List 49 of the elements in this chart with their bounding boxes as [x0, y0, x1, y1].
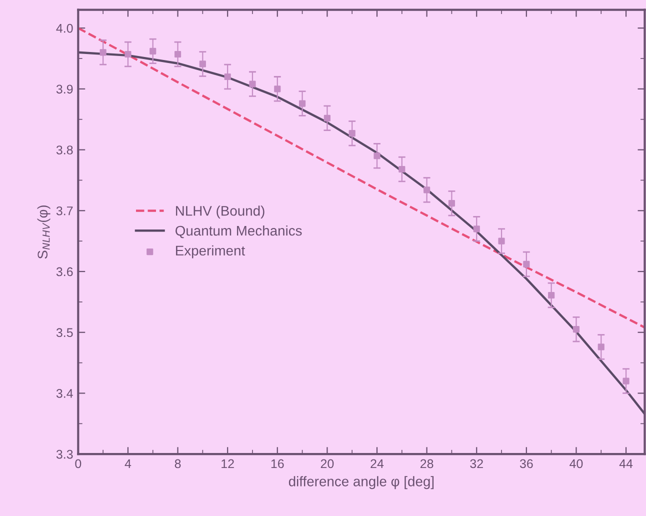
- point: [249, 80, 256, 88]
- x-tick-label: 20: [320, 459, 334, 468]
- line-series: [78, 26, 645, 329]
- point: [498, 238, 505, 244]
- y-tick-label: 3.9: [56, 84, 73, 94]
- legend-label: Quantum Mechanics: [176, 225, 302, 238]
- point: [299, 100, 306, 107]
- point: [124, 50, 132, 58]
- point: [473, 226, 480, 232]
- x-axis-title: difference angle φ [deg]: [288, 476, 434, 490]
- x-tick-label: 12: [222, 459, 234, 468]
- point: [424, 186, 430, 194]
- x-tick-label: 28: [420, 459, 434, 468]
- point: [572, 326, 580, 333]
- point: [348, 130, 356, 137]
- y-tick-label: 3.7: [56, 206, 73, 216]
- x-tick-label: 16: [271, 459, 284, 468]
- x-tick-label: 8: [174, 459, 181, 468]
- x-tick-label: 32: [470, 459, 483, 468]
- y-tick-label: 3.8: [56, 146, 73, 154]
- point: [523, 260, 530, 268]
- legend-label: NLHV (Bound): [176, 206, 264, 219]
- point: [224, 73, 231, 80]
- y-tick-label: 3.6: [56, 267, 73, 276]
- x-tick-label: 0: [75, 459, 82, 468]
- point: [448, 200, 456, 207]
- line-series: [78, 51, 645, 416]
- x-tick-label: 36: [520, 459, 533, 468]
- point: [199, 60, 206, 68]
- point: [100, 49, 106, 56]
- y-tick-label: 4.0: [56, 24, 73, 33]
- point: [622, 378, 630, 384]
- x-tick-label: 40: [570, 459, 583, 468]
- y-tick-label: 3.3: [56, 450, 73, 459]
- point: [374, 152, 380, 160]
- y-tick-label: 3.4: [56, 389, 73, 398]
- legend-label: Experiment: [176, 245, 246, 258]
- x-tick-label: 44: [619, 459, 633, 468]
- point: [274, 86, 281, 92]
- x-tick-label: 4: [124, 459, 132, 468]
- y-axis-title: S$_{NLHV}$(φ): [37, 205, 50, 259]
- point: [150, 48, 156, 54]
- point: [398, 166, 406, 173]
- point: [598, 344, 604, 350]
- x-tick-label: 24: [370, 459, 384, 468]
- point: [324, 114, 330, 122]
- point: [174, 50, 182, 58]
- point: [548, 292, 555, 299]
- y-tick-label: 3.5: [56, 328, 73, 338]
